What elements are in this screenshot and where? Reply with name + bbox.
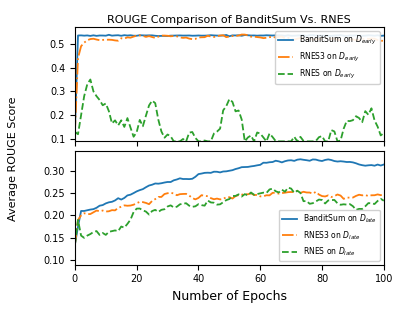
BanditSum on $D_{late}$ bbox=[258, 163, 263, 167]
Line: RNES3 on $D_{late}$: RNES3 on $D_{late}$ bbox=[75, 191, 384, 245]
RNES3 on $D_{late}$ bbox=[258, 195, 263, 198]
RNES3 on $D_{early}$ bbox=[94, 38, 99, 41]
RNES on $D_{late}$ bbox=[94, 229, 99, 233]
RNES on $D_{early}$ bbox=[73, 130, 78, 134]
RNES on $D_{early}$ bbox=[295, 140, 300, 143]
BanditSum on $D_{late}$ bbox=[298, 157, 303, 161]
RNES3 on $D_{early}$ bbox=[239, 33, 244, 37]
Line: BanditSum on $D_{early}$: BanditSum on $D_{early}$ bbox=[75, 35, 384, 132]
RNES on $D_{early}$ bbox=[310, 140, 315, 143]
Line: RNES on $D_{late}$: RNES on $D_{late}$ bbox=[75, 188, 384, 245]
RNES on $D_{late}$ bbox=[381, 199, 386, 203]
RNES on $D_{early}$ bbox=[88, 78, 93, 81]
RNES on $D_{early}$ bbox=[264, 140, 269, 143]
RNES3 on $D_{early}$ bbox=[73, 130, 78, 134]
BanditSum on $D_{early}$ bbox=[292, 34, 297, 38]
RNES3 on $D_{early}$ bbox=[381, 39, 386, 43]
Title: ROUGE Comparison of BanditSum Vs. RNES: ROUGE Comparison of BanditSum Vs. RNES bbox=[107, 15, 351, 25]
RNES on $D_{late}$ bbox=[258, 191, 263, 195]
RNES on $D_{late}$ bbox=[292, 191, 297, 195]
RNES3 on $D_{late}$ bbox=[295, 189, 300, 193]
BanditSum on $D_{early}$ bbox=[94, 34, 99, 38]
RNES3 on $D_{early}$ bbox=[292, 38, 297, 42]
RNES3 on $D_{late}$ bbox=[307, 190, 312, 194]
RNES on $D_{early}$ bbox=[97, 98, 102, 102]
BanditSum on $D_{early}$ bbox=[307, 33, 312, 37]
RNES on $D_{early}$ bbox=[221, 108, 226, 112]
Line: RNES on $D_{early}$: RNES on $D_{early}$ bbox=[75, 80, 384, 142]
Line: RNES3 on $D_{early}$: RNES3 on $D_{early}$ bbox=[75, 35, 384, 132]
RNES3 on $D_{late}$ bbox=[289, 190, 294, 194]
RNES on $D_{early}$ bbox=[171, 140, 176, 143]
RNES3 on $D_{early}$ bbox=[307, 37, 312, 40]
RNES3 on $D_{early}$ bbox=[150, 35, 155, 39]
BanditSum on $D_{early}$ bbox=[217, 34, 222, 38]
RNES on $D_{early}$ bbox=[381, 131, 386, 135]
RNES on $D_{late}$ bbox=[286, 186, 290, 190]
X-axis label: Number of Epochs: Number of Epochs bbox=[172, 290, 287, 303]
BanditSum on $D_{late}$ bbox=[307, 159, 312, 163]
BanditSum on $D_{early}$ bbox=[73, 130, 78, 134]
RNES on $D_{late}$ bbox=[73, 243, 78, 246]
RNES3 on $D_{late}$ bbox=[150, 199, 155, 203]
RNES3 on $D_{late}$ bbox=[381, 193, 386, 197]
BanditSum on $D_{early}$ bbox=[261, 34, 266, 38]
RNES3 on $D_{early}$ bbox=[215, 34, 220, 38]
RNES on $D_{late}$ bbox=[307, 202, 312, 206]
Text: Average ROUGE Score: Average ROUGE Score bbox=[8, 97, 18, 221]
RNES3 on $D_{late}$ bbox=[94, 209, 99, 212]
BanditSum on $D_{late}$ bbox=[381, 162, 386, 166]
RNES on $D_{late}$ bbox=[150, 209, 155, 213]
BanditSum on $D_{early}$ bbox=[106, 33, 111, 37]
BanditSum on $D_{late}$ bbox=[73, 243, 78, 246]
RNES3 on $D_{early}$ bbox=[261, 36, 266, 40]
RNES on $D_{early}$ bbox=[153, 101, 157, 105]
Legend: BanditSum on $D_{early}$, RNES3 on $D_{early}$, RNES on $D_{early}$: BanditSum on $D_{early}$, RNES3 on $D_{e… bbox=[275, 31, 380, 84]
BanditSum on $D_{late}$ bbox=[150, 183, 155, 187]
BanditSum on $D_{early}$ bbox=[381, 34, 386, 38]
Line: BanditSum on $D_{late}$: BanditSum on $D_{late}$ bbox=[75, 159, 384, 245]
RNES on $D_{late}$ bbox=[215, 203, 220, 206]
BanditSum on $D_{late}$ bbox=[215, 170, 220, 174]
RNES3 on $D_{late}$ bbox=[73, 243, 78, 246]
BanditSum on $D_{late}$ bbox=[94, 206, 99, 210]
BanditSum on $D_{late}$ bbox=[289, 158, 294, 162]
Legend: BanditSum on $D_{late}$, RNES3 on $D_{late}$, RNES on $D_{late}$: BanditSum on $D_{late}$, RNES3 on $D_{la… bbox=[279, 210, 380, 261]
RNES3 on $D_{late}$ bbox=[215, 197, 220, 200]
BanditSum on $D_{early}$ bbox=[153, 34, 157, 38]
